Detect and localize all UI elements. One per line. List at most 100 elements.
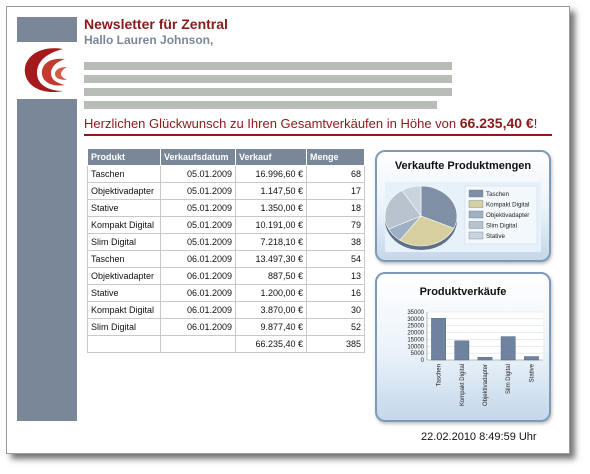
legend-swatch	[468, 200, 484, 208]
sidebar-block-bottom	[17, 99, 77, 421]
cell-product: Stative	[87, 199, 161, 217]
cell-date: 06.01.2009	[160, 250, 236, 268]
newsletter-page: Newsletter für Zentral Hallo Lauren John…	[6, 6, 570, 454]
cell-product: Slim Digital	[87, 233, 161, 251]
bar	[431, 317, 446, 361]
legend-label: Objektivadapter	[486, 212, 529, 219]
y-tick-label: 30000	[407, 317, 424, 323]
cell-sales: 16.996,60 €	[235, 165, 307, 183]
table-row: Taschen 06.01.2009 13.497,30 €54	[87, 250, 365, 268]
cell-date: 05.01.2009	[160, 216, 236, 234]
bar	[454, 340, 470, 361]
pie-chart-title: Verkaufte Produktmengen	[394, 160, 532, 172]
cell-date: 06.01.2009	[160, 267, 236, 285]
cell-date: 05.01.2009	[160, 182, 236, 200]
cell-sales: 9.877,40 €	[235, 318, 307, 336]
x-tick-label: Objektivadapter	[483, 364, 489, 406]
cell-quantity: 38	[306, 233, 365, 251]
cell-product: Stative	[87, 284, 161, 302]
placeholder-text-bar	[84, 101, 437, 109]
table-row: Slim Digital 06.01.2009 9.877,40 €52	[87, 318, 365, 336]
cell-sales: 1.200,00 €	[235, 284, 307, 302]
company-logo	[17, 43, 77, 99]
sidebar-block-top	[17, 17, 77, 42]
column-header-date: Verkaufsdatum	[160, 148, 236, 166]
cell-date: 06.01.2009	[160, 284, 236, 302]
divider-rule	[84, 134, 552, 136]
cell-date: 06.01.2009	[160, 318, 236, 336]
table-total-row: 66.235,40 €385	[87, 335, 365, 353]
bar-plot-area	[427, 312, 543, 360]
pie-slice	[420, 185, 458, 229]
column-header-sales: Verkauf	[235, 148, 307, 166]
cell-quantity: 13	[306, 267, 365, 285]
pie-slice	[384, 190, 422, 230]
bar	[477, 357, 493, 361]
cell-total-quantity: 385	[306, 335, 365, 353]
newsletter-title: Newsletter für Zentral	[84, 16, 228, 32]
column-header-product: Produkt	[87, 148, 161, 166]
bar-chart-title: Produktverkäufe	[419, 286, 507, 298]
placeholder-text-bar	[84, 88, 452, 96]
cell-total-sales: 66.235,40 €	[235, 335, 307, 353]
cell-total-date	[160, 335, 236, 353]
column-header-quantity: Menge	[306, 148, 365, 166]
congrats-suffix: !	[533, 116, 538, 131]
legend-label: Kompakt Digital	[486, 202, 529, 209]
x-tick-label: Stative	[529, 363, 535, 382]
placeholder-text-bar	[84, 75, 452, 83]
cell-quantity: 54	[306, 250, 365, 268]
greeting: Hallo Lauren Johnson,	[84, 33, 214, 47]
y-tick-label: 25000	[407, 324, 424, 330]
y-tick-label: 15000	[407, 337, 424, 343]
pie-slice	[401, 185, 422, 217]
table-row: Objektivadapter 06.01.2009 887,50 €13	[87, 267, 365, 285]
x-tick-label: Taschen	[437, 364, 443, 386]
cell-quantity: 79	[306, 216, 365, 234]
bar	[524, 356, 539, 361]
table-row: Objektivadapter 05.01.2009 1.147,50 €17	[87, 182, 365, 200]
table-row: Taschen 05.01.2009 16.996,60 €68	[87, 165, 365, 183]
bar-chart-panel: Produktverkäufe 35000 30000 25000 20000 1500…	[375, 272, 551, 422]
pie-chart: Taschen Kompakt Digital Objektivadapter Sli…	[384, 182, 541, 252]
cell-date: 06.01.2009	[160, 301, 236, 319]
y-tick-label: 20000	[407, 331, 424, 337]
total-sales-amount: 66.235,40 €	[459, 115, 534, 131]
cell-date: 05.01.2009	[160, 199, 236, 217]
bar	[500, 336, 516, 361]
legend-label: Stative	[486, 233, 505, 240]
legend-label: Taschen	[486, 191, 510, 198]
cell-quantity: 30	[306, 301, 365, 319]
cell-sales: 1.147,50 €	[235, 182, 307, 200]
y-tick-label: 10000	[407, 344, 424, 350]
cell-product: Kompakt Digital	[87, 216, 161, 234]
cell-product: Taschen	[87, 250, 161, 268]
cell-total-product	[87, 335, 161, 353]
cell-quantity: 18	[306, 199, 365, 217]
cell-product: Slim Digital	[87, 318, 161, 336]
legend-swatch	[468, 210, 484, 219]
report-timestamp: 22.02.2010 8:49:59 Uhr	[421, 431, 537, 443]
cell-sales: 887,50 €	[235, 267, 307, 285]
cell-product: Kompakt Digital	[87, 301, 161, 319]
legend-swatch	[468, 189, 484, 198]
table-row: Stative 06.01.2009 1.200,00 €16	[87, 284, 365, 302]
congratulations-message: Herzlichen Glückwunsch zu Ihren Gesamtve…	[84, 115, 537, 131]
cell-quantity: 17	[306, 182, 365, 200]
y-tick-label: 0	[421, 358, 425, 364]
legend-label: Slim Digital	[486, 223, 517, 230]
cell-sales: 1.350,00 €	[235, 199, 307, 217]
placeholder-text-bar	[84, 62, 452, 70]
cell-quantity: 68	[306, 165, 365, 183]
table-row: Kompakt Digital 05.01.2009 10.191,00 €79	[87, 216, 365, 234]
table-header-row: Produkt Verkaufsdatum Verkauf Menge	[87, 148, 365, 166]
cell-product: Objektivadapter	[87, 267, 161, 285]
y-tick-label: 35000	[407, 310, 424, 316]
x-tick-label: Slim Digital	[506, 364, 512, 394]
legend-swatch	[468, 231, 484, 240]
cell-product: Taschen	[87, 165, 161, 183]
legend-swatch	[468, 221, 484, 229]
cell-sales: 3.870,00 €	[235, 301, 307, 319]
table-row: Stative 05.01.2009 1.350,00 €18	[87, 199, 365, 217]
cell-product: Objektivadapter	[87, 182, 161, 200]
